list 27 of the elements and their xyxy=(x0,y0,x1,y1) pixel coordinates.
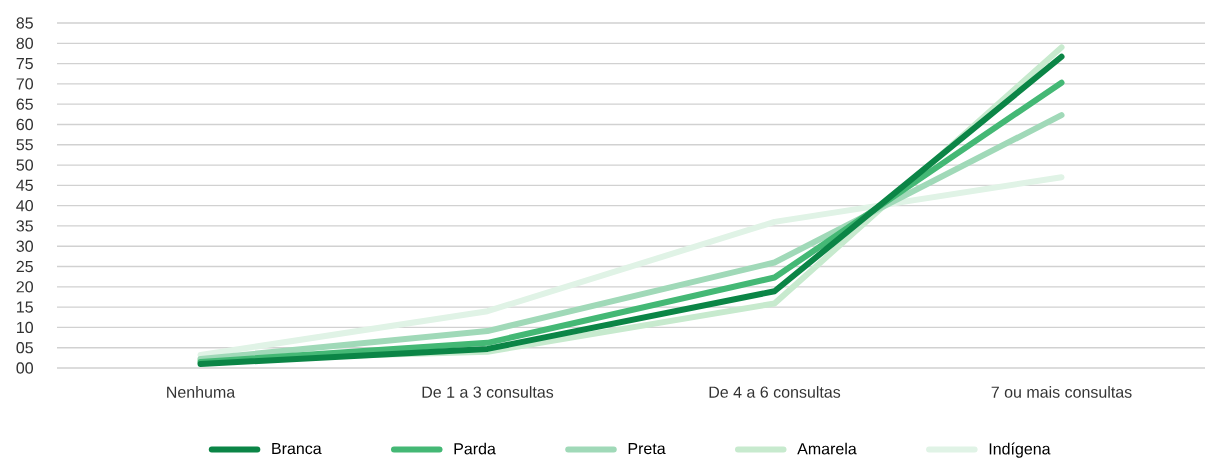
y-tick-label: 85 xyxy=(16,17,33,29)
x-tick-label: De 1 a 3 consultas xyxy=(422,386,554,398)
y-tick-label: 80 xyxy=(16,37,33,49)
y-tick-label: 15 xyxy=(17,301,33,313)
y-tick-label: 00 xyxy=(16,362,33,374)
y-tick-label: 65 xyxy=(16,98,33,110)
y-tick-label: 45 xyxy=(16,179,33,191)
y-tick-label: 50 xyxy=(16,159,33,171)
x-tick-label: De 4 a 6 consultas xyxy=(709,386,841,398)
x-tick-label: 7 ou mais consultas xyxy=(991,386,1132,398)
legend-label: Preta xyxy=(628,442,666,455)
y-tick-label: 20 xyxy=(16,281,33,293)
legend-label: Amarela xyxy=(797,442,857,455)
y-tick-label: 70 xyxy=(16,78,33,90)
legend-label: Parda xyxy=(454,442,496,455)
y-tick-label: 60 xyxy=(16,118,33,131)
y-tick-label: 30 xyxy=(16,240,33,252)
y-tick-label: 75 xyxy=(16,58,33,70)
legend-label: Indígena xyxy=(989,442,1051,458)
y-tick-label: 55 xyxy=(16,139,33,151)
y-tick-label: 25 xyxy=(16,260,33,273)
y-tick-label: 05 xyxy=(16,342,33,354)
x-tick-label: Nenhuma xyxy=(167,386,236,398)
y-tick-label: 10 xyxy=(17,321,33,334)
y-tick-label: 35 xyxy=(16,220,33,232)
y-tick-label: 40 xyxy=(16,199,33,212)
legend-label: Branca xyxy=(272,442,322,455)
